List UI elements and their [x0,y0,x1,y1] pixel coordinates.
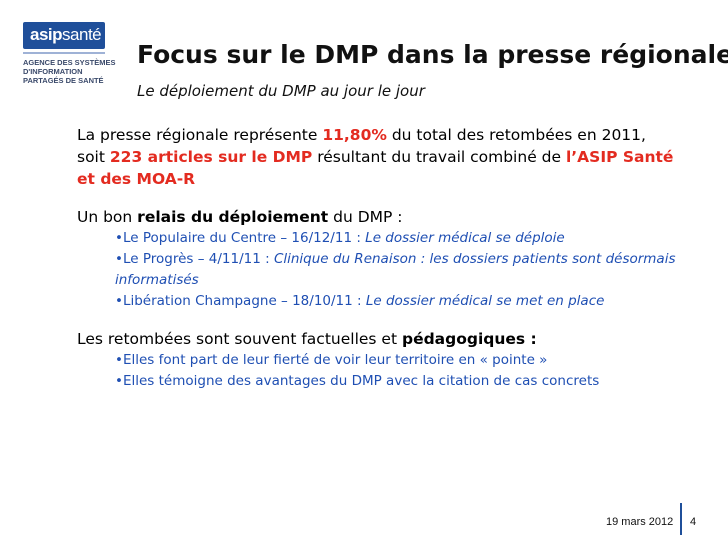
page-number: 4 [690,516,697,528]
slide-body: La presse régionale représente 11,80% du… [77,124,677,392]
text-run: Un bon [77,208,138,226]
slide-title: Focus sur le DMP dans la presse régional… [137,40,728,69]
logo-divider [23,52,105,54]
logo-sub-line-1: AGENCE DES SYSTÈMES [23,58,116,67]
highlight-percentage: 11,80% [322,126,387,144]
bold-relay: relais du déploiement [137,208,329,226]
logo-brand-asip: asip [30,25,63,44]
list-item: •Elles font part de leur fierté de voir … [115,352,548,368]
highlight-partners: l’ASIP Santé et des MOA-R [77,148,674,188]
article-title: Le dossier médical se met en place [365,293,605,309]
logo-brand-sante: santé [62,25,102,44]
asip-sante-logo: asipsanté AGENCE DES SYSTÈMES D'INFORMAT… [19,18,116,100]
text-run: du DMP : [328,208,403,226]
text-run: du total des retombées en 2011, soit [77,126,646,166]
article-title: Clinique du Renaison : les dossiers pati… [115,251,676,288]
paragraph-press-share: La presse régionale représente 11,80% du… [77,124,677,190]
footer-divider [680,503,682,535]
text-run: La presse régionale représente [77,126,323,144]
logo-sub-line-2: D'INFORMATION [23,67,83,76]
paragraph-relay: Un bon relais du déploiement du DMP : [77,206,677,228]
list-item: •Elles témoigne des avantages du DMP ave… [115,373,600,389]
logo-wordmark: asipsanté [30,25,102,45]
bullet-list-articles: •Le Populaire du Centre – 16/12/11 : Le … [77,228,677,312]
slide-subtitle: Le déploiement du DMP au jour le jour [137,82,425,100]
text-run: résultant du travail combiné de [312,148,566,166]
list-item: •Le Progrès – 4/11/11 : Clinique du Rena… [77,249,677,291]
spacer [77,312,677,328]
article-source: •Le Populaire du Centre – 16/12/11 : [115,230,366,246]
footer-date: 19 mars 2012 [606,516,674,528]
logo-banner: asipsanté [23,22,105,49]
logo-subtitle: AGENCE DES SYSTÈMES D'INFORMATION PARTAG… [23,58,116,85]
spacer [77,190,677,206]
logo-sub-line-3: PARTAGÉS DE SANTÉ [23,76,104,85]
highlight-article-count: 223 articles sur le DMP [109,148,313,166]
list-item: •Libération Champagne – 18/10/11 : Le do… [77,291,677,312]
bold-pedagogical: pédagogiques : [401,330,537,348]
article-source: •Libération Champagne – 18/10/11 : [115,293,366,309]
bullet-list-coverage: •Elles font part de leur fierté de voir … [77,350,677,392]
list-item: •Le Populaire du Centre – 16/12/11 : Le … [77,228,677,249]
article-title: Le dossier médical se déploie [365,230,565,246]
article-source: •Le Progrès – 4/11/11 : [115,251,274,267]
paragraph-coverage: Les retombées sont souvent factuelles et… [77,328,677,350]
text-run: Les retombées sont souvent factuelles et [77,330,402,348]
